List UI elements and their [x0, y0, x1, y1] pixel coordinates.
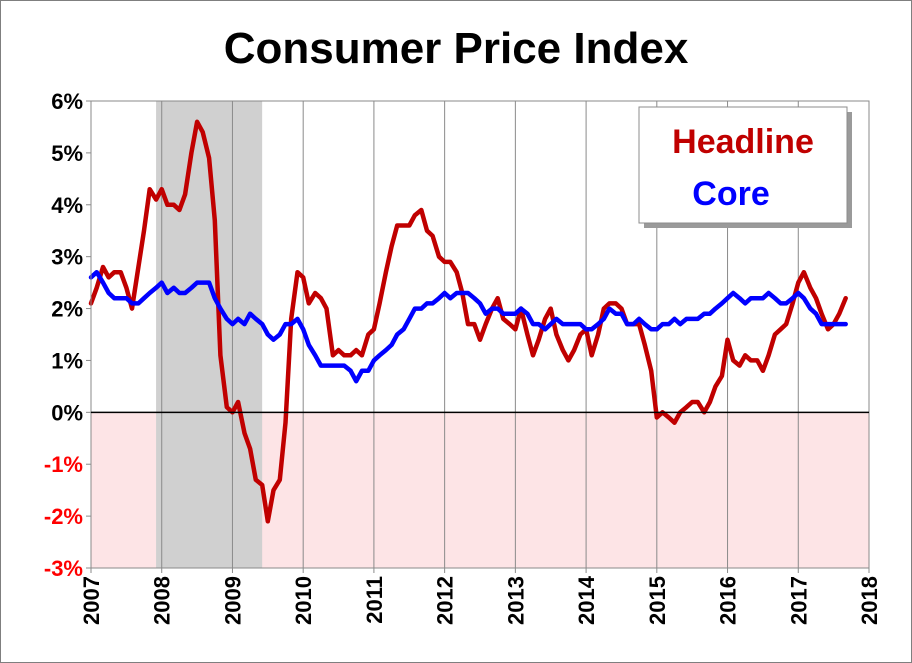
y-tick-label: -1% [44, 452, 83, 477]
y-tick-label: -3% [44, 556, 83, 581]
x-tick-label: 2011 [362, 576, 387, 624]
x-tick-label: 2012 [433, 576, 458, 625]
series-line-core [88, 269, 848, 384]
x-tick-label: 2018 [857, 576, 882, 625]
legend-box [638, 106, 848, 224]
y-tick-label: 1% [51, 348, 83, 373]
x-tick-label: 2016 [716, 576, 741, 625]
x-tick-label: 2009 [220, 576, 245, 625]
plot-border [90, 100, 870, 569]
x-tick-label: 2013 [503, 576, 528, 625]
x-tick-label: 2015 [645, 576, 670, 625]
series-line-headline [88, 119, 848, 524]
legend: Headline Core [638, 106, 852, 228]
chart-title: Consumer Price Index [224, 24, 689, 73]
y-tick-label: 3% [51, 245, 83, 270]
legend-entry-headline: Headline [672, 123, 814, 161]
y-tick-label: 5% [51, 141, 83, 166]
x-tick-label: 2008 [150, 576, 175, 625]
x-tick-label: 2007 [79, 576, 104, 625]
y-tick-label: 0% [51, 400, 83, 425]
x-tick-label: 2017 [786, 576, 811, 625]
y-tick-label: 6% [51, 89, 83, 114]
y-tick-label: 2% [51, 297, 83, 322]
x-tick-label: 2014 [574, 575, 599, 625]
y-tick-label: -2% [44, 504, 83, 529]
legend-entry-core: Core [692, 175, 769, 213]
y-tick-label: 4% [51, 193, 83, 218]
x-tick-label: 2010 [291, 576, 316, 625]
